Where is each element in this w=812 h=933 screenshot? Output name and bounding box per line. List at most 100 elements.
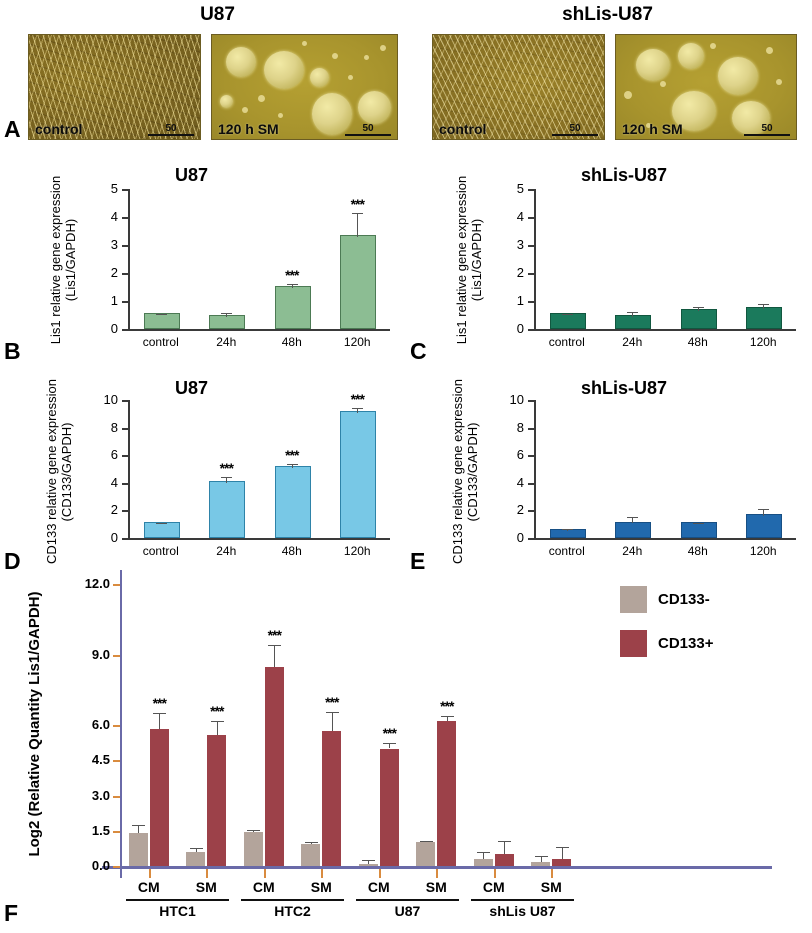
plot-area: 0 2 4 6 8 10 control *** 24h *** 48h *** 120h [104,391,390,558]
y-tick-label: 8 [110,419,118,435]
y-tick [528,329,534,331]
y-tick [122,189,128,191]
error-bar-cap [692,307,704,309]
bar [615,521,652,538]
x-axis [534,538,796,540]
panel-f-y-tick [113,866,120,868]
error-bar-cap [627,312,639,314]
y-tick [528,455,534,458]
panel-a-micrographs: U87 shLis-U87 control 50 120 h SM 50 con… [0,0,812,152]
panel-f-error-bar [540,855,542,863]
panel-f-error-bar-cap [440,715,454,717]
error-bar-cap [221,477,233,479]
panel-f-x-tick-label: SM [425,879,447,895]
y-tick [528,427,534,430]
scale-bar-line [744,134,790,136]
bar [209,315,246,329]
panel-f-x-tick-label: CM [137,879,160,895]
y-tick [528,301,534,303]
panel-f-x-tick-label: SM [310,879,332,895]
panel-f-bar [358,863,378,866]
panel-f-x-tick-label: CM [252,879,275,895]
panel-f-group-underline [471,899,574,901]
panel-f-x-tick [263,869,266,878]
y-tick [122,400,128,402]
y-tick [528,273,534,275]
x-tick-label: 48h [281,544,302,558]
y-tick-label: 10 [509,392,524,407]
panel-f-error-bar-cap [555,847,569,849]
panel-f-group-label: U87 [394,903,421,919]
y-tick-label: 2 [516,502,524,518]
significance-marker: *** [285,447,299,464]
error-bar [291,284,293,288]
panel-f-bar [473,859,493,866]
panel-f-error-bar-cap [477,852,491,854]
bar [680,522,717,538]
panel-e-chart: shLis-U87 CD133 relative gene expression(… [406,378,812,574]
micrograph-u87-control: control 50 [28,34,201,140]
x-tick-label: control [548,335,585,349]
panel-f-significance-marker: *** [152,694,167,711]
panel-f-x-tick-label: SM [195,879,217,895]
panel-f-error-bar [561,847,563,859]
panel-f-y-tick [113,584,120,586]
y-tick [528,189,534,191]
panel-f-legend-swatch [620,630,647,657]
plot-area: 0 2 4 6 8 10 control 24h 48h 120h [510,392,796,558]
y-tick-label: 5 [110,181,118,196]
plot-area: 0 1 2 3 4 5 control 24h 48h 120h [517,181,796,349]
panel-f-error-bar-cap [210,720,224,722]
panel-f-y-tick-label: 12.0 [84,576,110,591]
scale-bar-line [552,134,598,136]
y-tick-label: 2 [110,502,118,518]
error-bar [226,477,228,483]
y-tick-label: 3 [516,237,524,252]
panel-f-error-bar [368,859,370,864]
error-bar [697,307,699,311]
error-bar [357,212,359,238]
error-bar-cap [286,464,298,466]
panel-f-error-bar-cap [189,848,203,850]
panel-f-error-bar [216,720,218,735]
panel-f-error-bar-cap [325,712,339,714]
scale-bar-text: 50 [362,123,374,134]
y-tick-label: 0 [110,530,118,545]
y-tick-label: 6 [516,447,524,463]
bar [209,480,246,538]
panel-f-legend-swatch [620,586,647,613]
y-tick [122,329,128,331]
x-tick-label: 24h [216,335,237,349]
panel-f-y-tick-label: 3.0 [91,787,110,803]
panel-letter-d: D [4,548,21,574]
panel-d-chart: U87 CD133 relative gene expression (CD133/… [0,378,406,574]
y-tick-label: 0 [110,321,118,336]
panel-f-group-underline [126,899,229,901]
panel-f-bar [128,833,148,866]
panel-f-bar [264,667,284,866]
panel-f-y-tick-label: 0.0 [91,858,110,873]
panel-f-bar [207,734,227,866]
scale-bar-text: 50 [569,123,581,134]
y-tick-label: 4 [516,474,524,490]
scale-bar-line [148,134,194,136]
chart-title: shLis-U87 [581,165,668,185]
panel-f-error-bar [138,825,140,834]
error-bar-cap [561,529,573,531]
panel-f-y-tick [113,654,120,657]
micrograph-u87-120h-sm: 120 h SM 50 [211,34,398,140]
x-tick-label: 120h [749,544,777,558]
panel-f-error-bar [504,840,506,855]
error-bar-cap [758,304,770,306]
panel-f-legend-label: CD133- [658,591,710,608]
y-tick [122,510,128,513]
micrograph-label: 120 h SM [622,121,683,137]
panel-a-group-title-u87: U87 [200,4,235,25]
micrograph-shlis-u87-control: control 50 [432,34,605,140]
y-tick [122,482,128,485]
panel-f-significance-marker: *** [325,694,339,711]
panel-f-error-bar-cap [132,825,146,827]
bar [549,529,586,538]
chart-title: U87 [175,378,209,398]
panel-f-bar [379,748,399,866]
